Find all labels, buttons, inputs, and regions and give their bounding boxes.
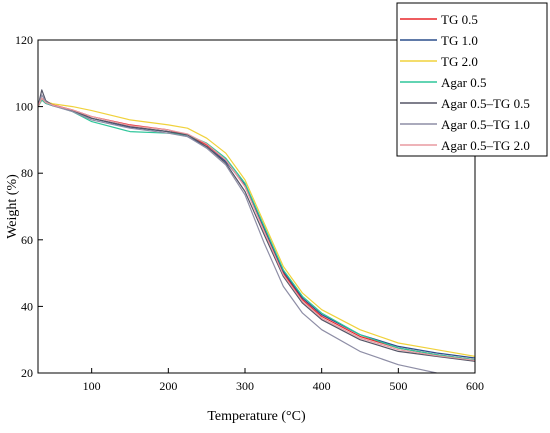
y-tick-label: 40 — [21, 299, 33, 313]
x-tick-label: 500 — [389, 379, 407, 393]
x-tick-label: 600 — [466, 379, 484, 393]
y-tick-label: 20 — [21, 366, 33, 380]
y-tick-label: 120 — [15, 33, 33, 47]
legend-label: TG 1.0 — [441, 33, 478, 48]
legend-label: Agar 0.5 — [441, 75, 487, 90]
x-tick-label: 300 — [236, 379, 254, 393]
legend-label: TG 0.5 — [441, 12, 478, 27]
series-layer — [38, 89, 475, 373]
series-line-7 — [38, 97, 475, 361]
series-line-3 — [38, 99, 475, 357]
plot-frame — [37, 39, 476, 374]
legend-label: TG 2.0 — [441, 54, 478, 69]
y-tick-label: 60 — [21, 233, 33, 247]
series-line-6 — [38, 94, 442, 373]
y-axis-title: Weight (%) — [5, 174, 20, 239]
legend-label: Agar 0.5–TG 1.0 — [441, 117, 530, 132]
legend-label: Agar 0.5–TG 0.5 — [441, 96, 530, 111]
axis-layer: 100 200 300 400 500 600 20 40 60 80 100 120 — [15, 33, 484, 393]
y-tick-label: 100 — [15, 100, 33, 114]
y-tick-label: 80 — [21, 166, 33, 180]
x-tick-label: 400 — [313, 379, 331, 393]
x-tick-label: 100 — [83, 379, 101, 393]
legend: TG 0.5 TG 1.0 TG 2.0 Agar 0.5 Agar 0.5–TG 0.… — [396, 2, 548, 157]
legend-box — [396, 2, 548, 157]
x-axis-title: Temperature (°C) — [207, 409, 306, 424]
legend-label: Agar 0.5–TG 2.0 — [441, 138, 530, 153]
x-tick-label: 200 — [159, 379, 177, 393]
